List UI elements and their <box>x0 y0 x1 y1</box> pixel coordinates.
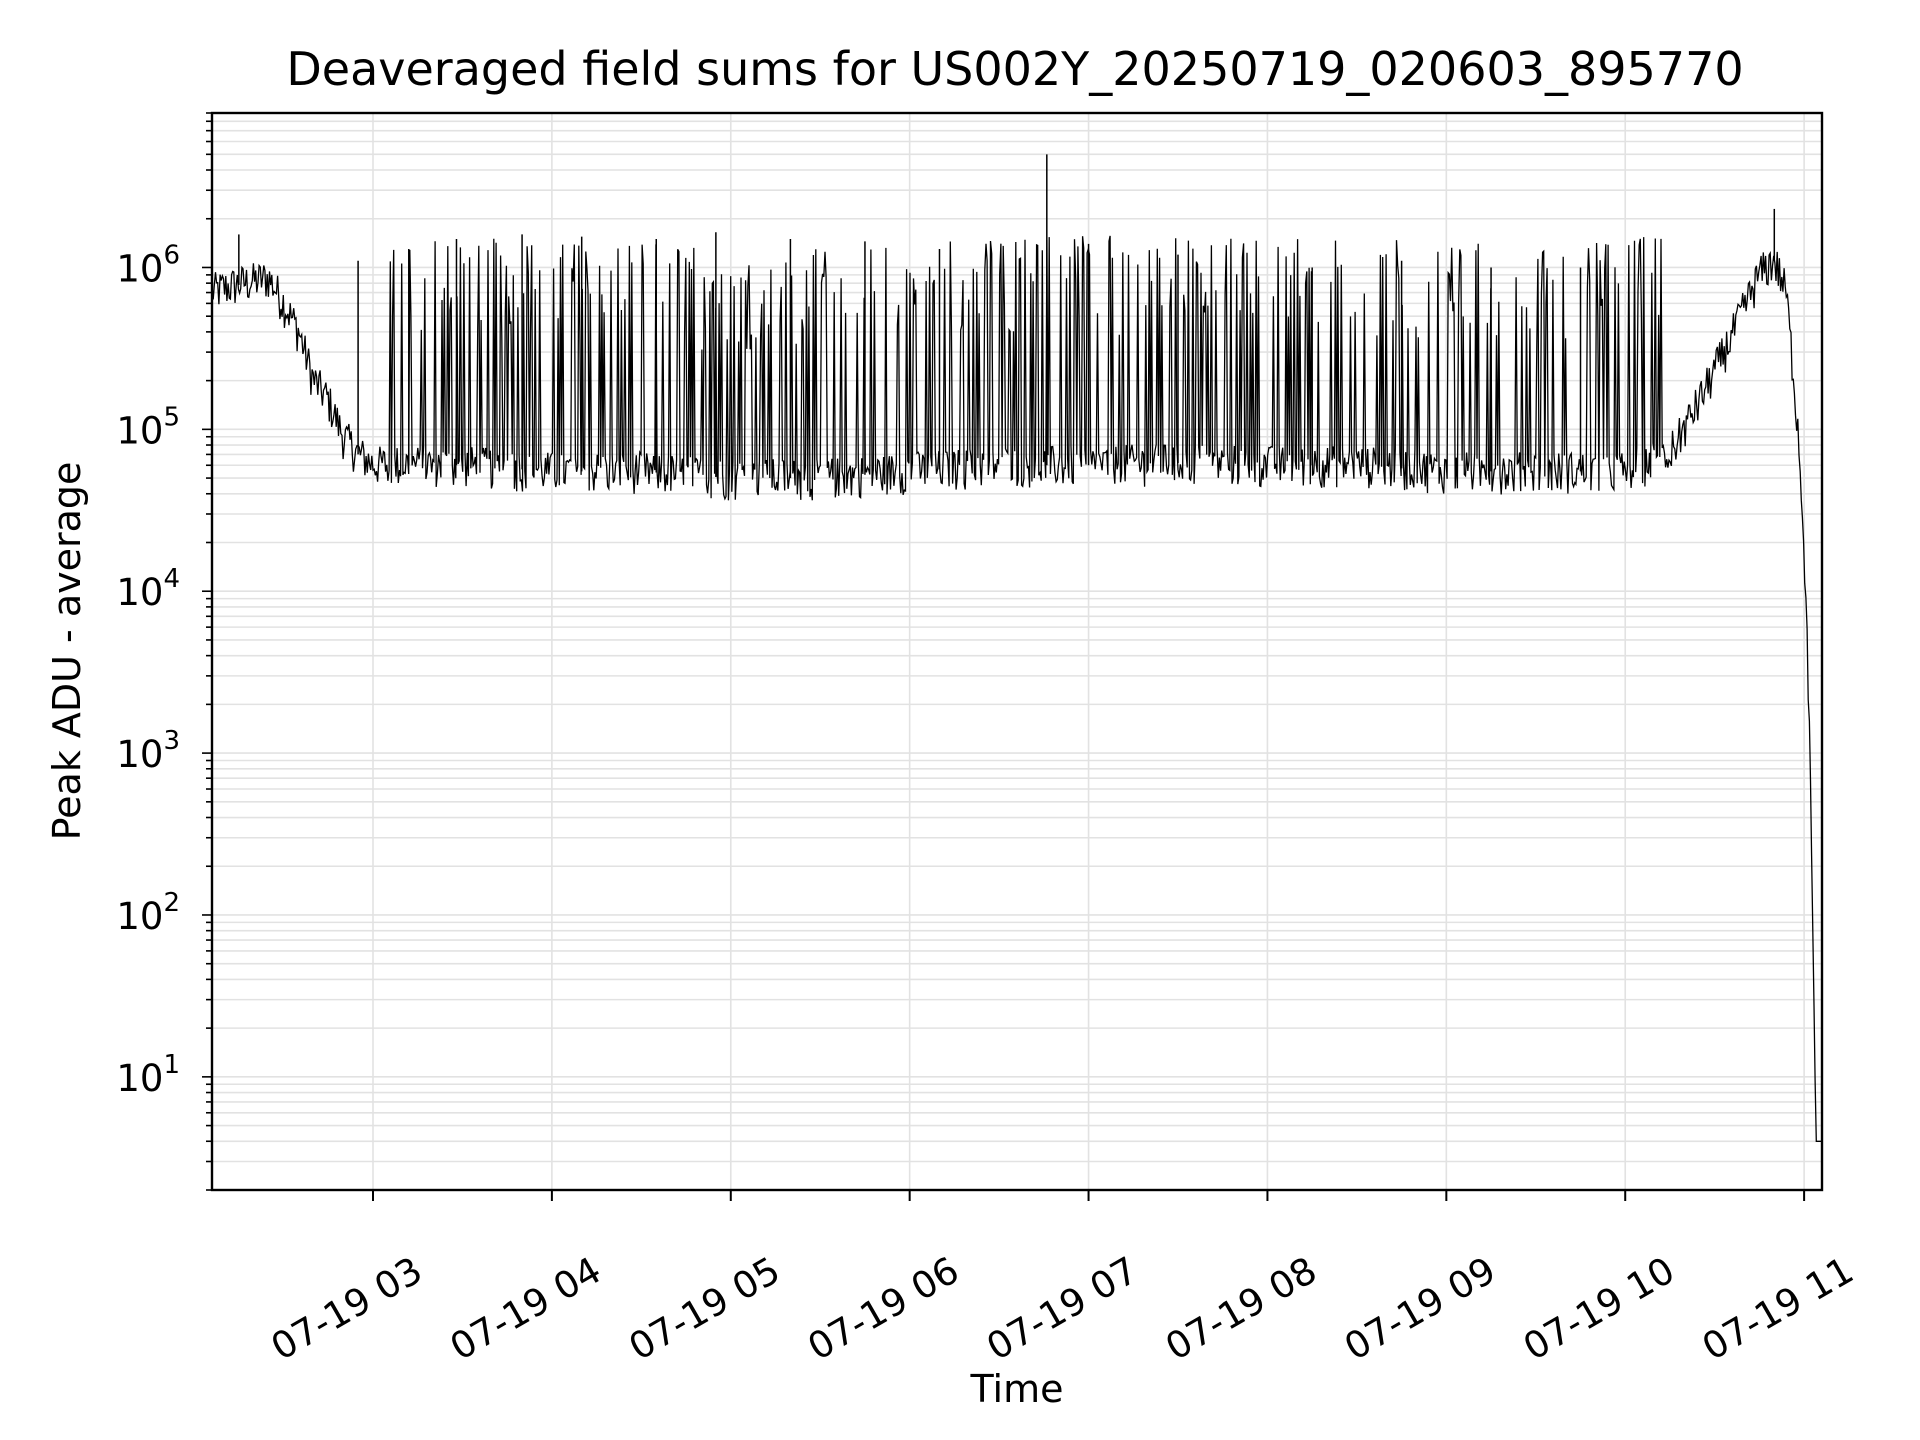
y-tick-label: 102 <box>116 888 180 938</box>
grid-lines <box>212 112 1822 1191</box>
x-axis-label: Time <box>970 1367 1064 1411</box>
y-axis-ticks: 101 102 103 104 105 106 <box>116 112 212 1191</box>
y-tick-label: 106 <box>116 240 180 290</box>
y-tick-label: 101 <box>116 1050 180 1100</box>
y-tick-label: 105 <box>116 402 180 452</box>
y-tick-label: 104 <box>116 564 180 614</box>
chart-title: Deaveraged field sums for US002Y_2025071… <box>286 42 1743 96</box>
data-series <box>211 154 1822 1142</box>
y-tick-label: 103 <box>116 726 180 776</box>
y-axis-label: Peak ADU - average <box>45 462 89 841</box>
series-line <box>211 235 1822 1142</box>
plot-frame <box>210 111 1824 1192</box>
